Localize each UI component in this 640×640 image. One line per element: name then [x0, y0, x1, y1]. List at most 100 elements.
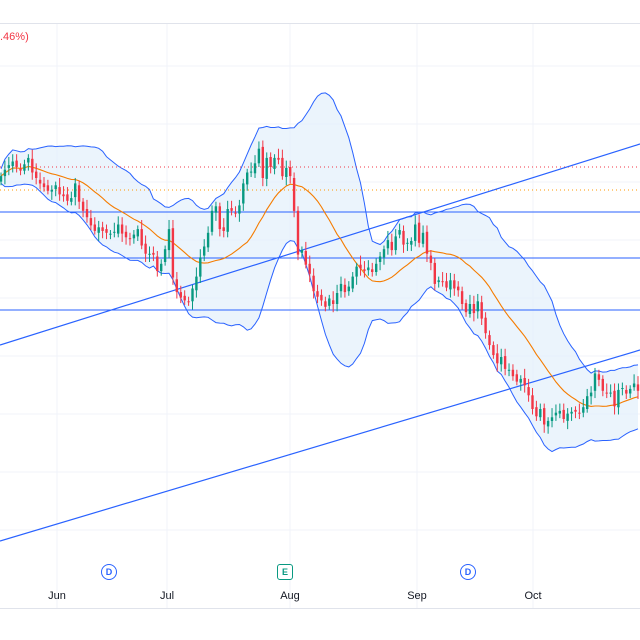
x-axis-separator: [0, 608, 640, 609]
candle-body-39: [152, 252, 155, 255]
candle-body-63: [246, 172, 249, 185]
candle-body-110: [429, 255, 433, 263]
candle-body-17: [66, 194, 69, 201]
candle-body-82: [320, 294, 323, 301]
candle-body-72: [281, 157, 284, 177]
candle-body-2: [7, 165, 10, 168]
channel-upper-line: [0, 143, 640, 346]
candle-body-116: [453, 280, 456, 289]
candle-body-108: [421, 232, 425, 244]
candle-body-92: [359, 264, 362, 269]
candle-body-100: [390, 241, 393, 251]
candle-body-90: [351, 276, 354, 289]
candle-body-129: [503, 356, 507, 369]
channel-lower-line: [0, 349, 640, 542]
candle-body-163: [636, 384, 640, 391]
candle-body-56: [218, 206, 221, 230]
candle-body-122: [476, 301, 479, 312]
candle-body-136: [531, 395, 534, 409]
candle-body-62: [242, 183, 245, 204]
candle-body-91: [355, 266, 358, 277]
candle-body-26: [101, 227, 104, 231]
candle-body-127: [496, 353, 499, 364]
candle-body-54: [210, 210, 214, 232]
candle-body-131: [511, 369, 515, 377]
candle-body-119: [464, 303, 468, 313]
candle-body-97: [378, 256, 382, 262]
candle-body-133: [519, 378, 522, 383]
candle-body-46: [179, 292, 182, 298]
candle-body-105: [410, 241, 413, 245]
candle-body-27: [105, 229, 108, 233]
candle-body-117: [457, 286, 460, 291]
candle-body-141: [550, 417, 554, 421]
candle-body-77: [300, 250, 304, 253]
candle-body-145: [566, 413, 569, 421]
candle-body-89: [347, 286, 350, 292]
candle-body-96: [375, 263, 378, 272]
candle-body-126: [492, 345, 495, 356]
candle-body-43: [167, 229, 171, 251]
candle-body-104: [406, 242, 409, 244]
candle-body-113: [441, 281, 444, 283]
candle-body-18: [70, 198, 73, 202]
earnings-event-badge[interactable]: E: [277, 564, 293, 580]
candle-body-153: [597, 374, 601, 380]
candle-body-102: [398, 230, 401, 235]
candle-body-86: [335, 293, 339, 304]
candle-body-69: [269, 157, 272, 167]
candle-body-76: [296, 210, 300, 255]
candle-body-57: [222, 227, 225, 231]
candle-body-65: [253, 163, 257, 174]
candle-body-94: [367, 267, 370, 271]
candle-body-135: [527, 387, 530, 396]
candle-body-22: [85, 209, 89, 218]
candle-body-35: [136, 229, 139, 237]
candle-body-140: [546, 420, 550, 427]
bollinger-lower-band: [0, 183, 639, 453]
candle-body-68: [265, 157, 268, 179]
candle-body-78: [304, 251, 307, 265]
candle-body-114: [445, 281, 448, 288]
candle-body-101: [394, 236, 397, 251]
candle-body-19: [74, 183, 77, 198]
candle-body-34: [132, 234, 136, 239]
candle-body-88: [343, 284, 347, 293]
candle-body-106: [414, 224, 417, 241]
candle-body-81: [316, 291, 319, 297]
bollinger-upper-band: [0, 92, 639, 374]
candle-body-60: [234, 212, 237, 214]
candle-body-44: [171, 228, 175, 278]
candle-body-49: [191, 288, 194, 302]
x-tick-jul: Jul: [159, 590, 175, 602]
candle-body-142: [554, 412, 558, 416]
candle-body-151: [589, 392, 593, 397]
candle-body-160: [625, 389, 628, 394]
candle-body-3: [11, 161, 14, 167]
candle-body-4: [15, 160, 18, 167]
candle-body-115: [449, 280, 452, 290]
candle-body-48: [187, 301, 190, 303]
candle-body-30: [117, 224, 120, 234]
dividend-event-badge-1[interactable]: D: [101, 564, 117, 580]
candle-body-73: [285, 167, 288, 177]
dividend-event-badge-2[interactable]: D: [460, 564, 476, 580]
candle-body-42: [163, 249, 167, 262]
candle-body-55: [214, 206, 218, 213]
candle-body-161: [629, 388, 632, 394]
bollinger-band-fill: [1, 92, 638, 452]
candle-body-12: [46, 185, 50, 191]
candle-body-0: [0, 176, 3, 182]
candle-body-21: [81, 201, 85, 211]
candle-body-155: [605, 392, 608, 394]
candle-body-52: [203, 246, 206, 256]
candle-body-1: [3, 169, 7, 177]
candle-body-25: [97, 227, 100, 233]
candle-body-83: [324, 301, 327, 307]
candle-body-41: [160, 263, 163, 272]
candle-body-50: [195, 276, 198, 291]
candle-body-147: [574, 409, 577, 412]
candle-body-143: [558, 410, 561, 414]
